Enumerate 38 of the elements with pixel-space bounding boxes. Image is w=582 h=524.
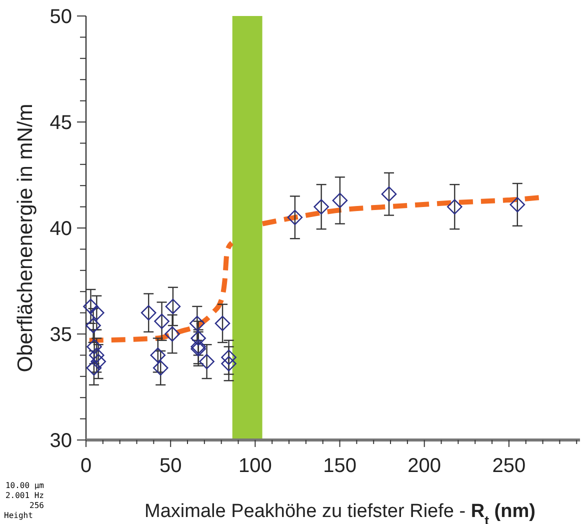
point [154,314,170,329]
y-tick-label: 50 [50,6,72,28]
point [287,210,303,226]
x-tick-label: 200 [408,455,442,477]
text: 10.00 µm [5,481,44,490]
text: 2.001 Hz [5,491,44,500]
point [83,298,98,314]
x-tick-label: 100 [238,455,272,477]
point [152,360,168,376]
y-tick-label: 35 [50,324,72,346]
x-tick-label: 250 [492,455,526,477]
point [221,356,236,372]
y-tick-label: 30 [50,430,72,452]
point [90,354,106,370]
point [446,199,462,214]
y-axis-title: Oberflächenenergie in mN/m [14,104,37,372]
point [510,197,526,212]
point [86,360,102,376]
point [381,186,397,202]
point [165,298,181,314]
point [214,316,230,332]
point [314,199,329,214]
y-tick-label: 40 [50,218,72,240]
point [190,316,205,332]
y-tick-label: 45 [50,112,72,134]
point [89,305,104,320]
point [89,348,104,363]
point [140,305,156,320]
point [332,192,348,208]
x-tick-label: 50 [159,455,182,477]
text: Height [4,511,34,520]
point [199,354,214,370]
text: 256 [30,501,44,510]
point [190,330,206,346]
x-tick-label: 150 [323,455,356,477]
x-tick-label: 0 [80,455,92,477]
point [164,326,180,342]
point [221,350,236,365]
